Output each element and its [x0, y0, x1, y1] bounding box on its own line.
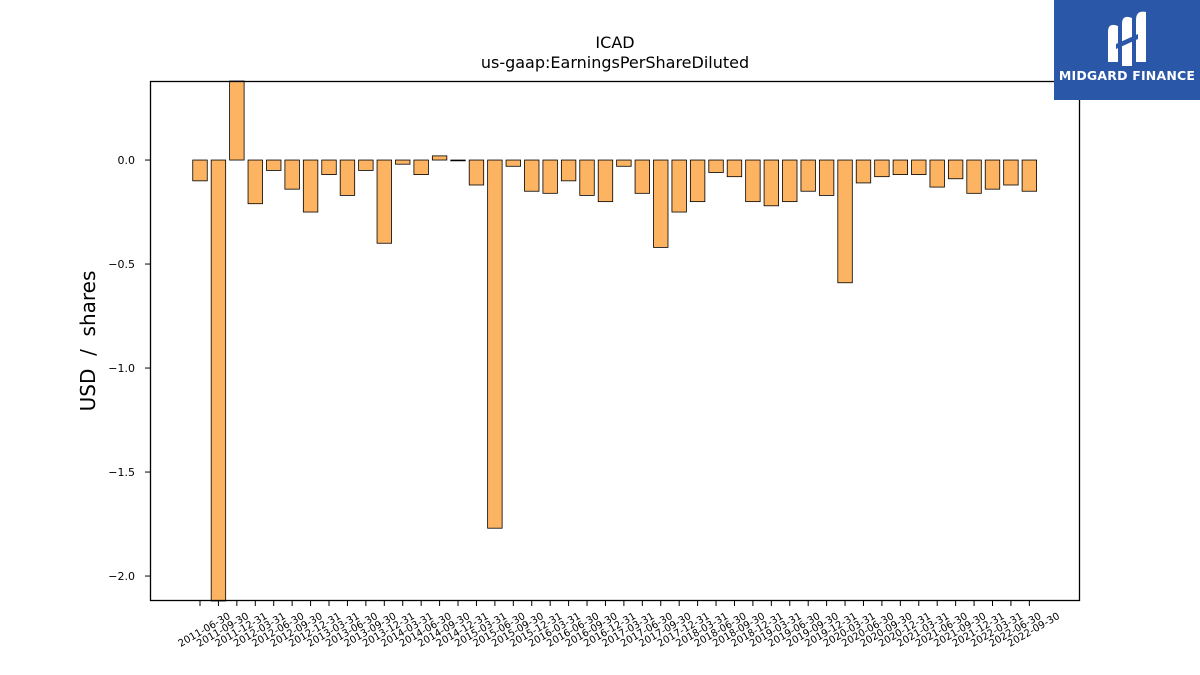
bar-2020-09-30 — [874, 159, 890, 178]
bar-2018-03-31 — [689, 159, 706, 203]
bar-2020-06-30 — [855, 159, 872, 184]
bar-2019-03-31 — [763, 159, 779, 207]
bar-2015-03-31 — [468, 159, 485, 186]
bar-2020-12-31 — [892, 159, 908, 175]
bar-2018-12-31 — [745, 159, 761, 203]
bars-group — [192, 80, 1037, 602]
bar-2013-06-30 — [339, 159, 356, 196]
bar-2019-09-30 — [800, 159, 816, 192]
y-tick-label: 0.0 — [118, 154, 136, 167]
bar-2017-06-30 — [634, 159, 650, 194]
bar-2011-12-31 — [229, 80, 245, 161]
y-axis-ticks: 0.0 −0.5 −1.0 −1.5 −2.0 — [108, 154, 150, 583]
bar-2017-12-31 — [671, 159, 687, 213]
midgard-m-logo-icon — [1108, 11, 1146, 66]
bar-2013-03-31 — [321, 159, 337, 175]
bar-2015-12-31 — [524, 159, 540, 192]
bar-2021-12-31 — [966, 159, 982, 194]
bar-2011-09-30 — [210, 159, 227, 602]
bar-2017-03-31 — [616, 159, 632, 167]
bar-2020-03-31 — [837, 159, 853, 284]
bar-2018-06-30 — [708, 159, 724, 173]
y-tick-label: −2.0 — [108, 570, 135, 583]
bar-2018-09-30 — [726, 159, 743, 178]
bar-2012-03-31 — [247, 159, 263, 205]
bar-2021-06-30 — [929, 159, 945, 188]
bar-2015-06-30 — [487, 159, 503, 529]
y-tick-label: −0.5 — [108, 258, 135, 271]
bar-2012-06-30 — [266, 159, 282, 171]
bar-2022-09-30 — [1021, 159, 1037, 192]
x-axis-ticks: 2011-06-302011-09-302011-12-312012-03-31… — [177, 601, 1062, 650]
bar-2015-09-30 — [505, 159, 521, 167]
brand-name: MIDGARD FINANCE — [1058, 68, 1196, 83]
bar-2012-12-31 — [302, 159, 319, 213]
bar-2016-06-30 — [560, 159, 577, 182]
bar-2021-09-30 — [947, 159, 964, 180]
bar-2013-09-30 — [358, 159, 374, 171]
bar-2016-12-31 — [597, 159, 614, 203]
bar-2014-09-30 — [431, 155, 448, 161]
brand-logo: MIDGARD FINANCE — [1054, 0, 1200, 100]
bar-2017-09-30 — [653, 159, 669, 248]
chart-subtitle: us-gaap:EarningsPerShareDiluted — [481, 53, 749, 72]
plot-frame — [149, 80, 1081, 602]
bar-2014-03-31 — [395, 159, 411, 165]
bar-2022-03-31 — [984, 159, 1001, 190]
bar-2013-12-31 — [376, 159, 392, 244]
bar-2019-06-30 — [782, 159, 798, 203]
bar-2012-09-30 — [284, 159, 300, 190]
bar-2016-03-31 — [542, 159, 558, 194]
y-axis-label: USD / shares — [76, 271, 100, 412]
y-tick-label: −1.5 — [108, 466, 135, 479]
bar-2014-12-31 — [450, 159, 466, 162]
bar-2014-06-30 — [413, 159, 429, 175]
bar-2019-12-31 — [818, 159, 835, 196]
bar-2016-09-30 — [579, 159, 595, 196]
bar-2022-06-30 — [1003, 159, 1019, 186]
bar-2021-03-31 — [911, 159, 927, 175]
y-tick-label: −1.0 — [108, 362, 135, 375]
chart-title: ICAD — [595, 33, 634, 52]
bar-2011-06-30 — [192, 159, 208, 182]
